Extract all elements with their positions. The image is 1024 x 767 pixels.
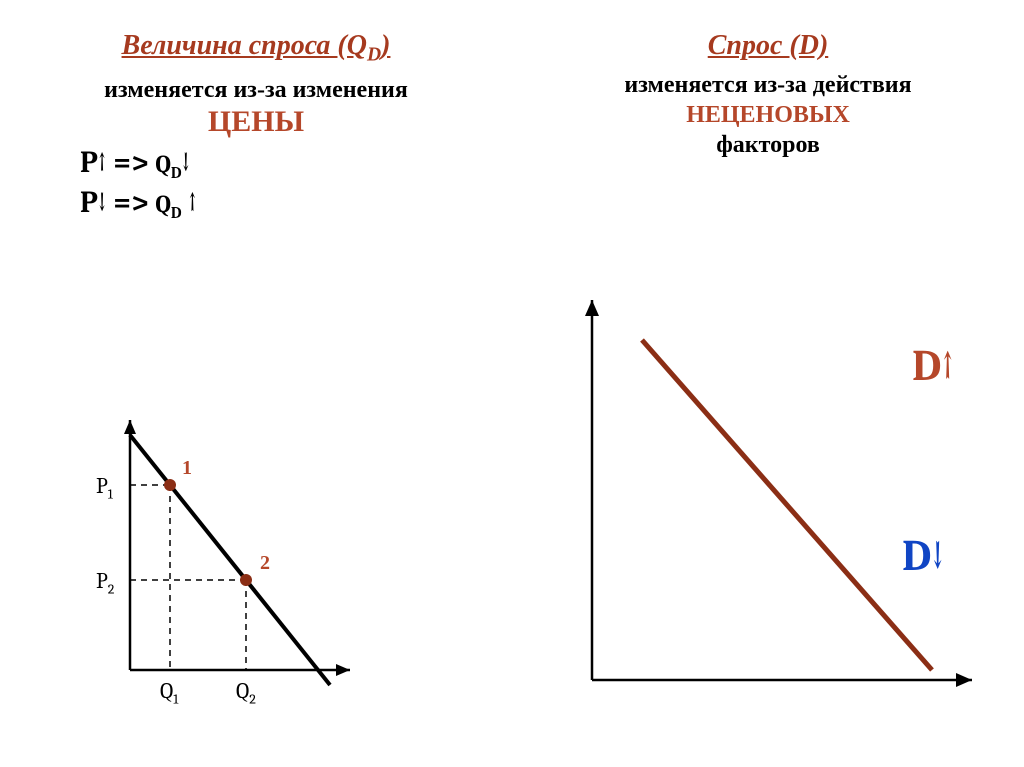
- right-sub-l1: изменяется из-за действия: [512, 70, 1024, 100]
- price-word: ЦЕНЫ: [0, 105, 512, 139]
- left-chart-svg: [70, 390, 390, 710]
- p2-label: P2: [96, 568, 114, 597]
- d-up-label: D↑: [912, 340, 954, 391]
- left-chart: P1 P2 Q1 Q2 1 2: [70, 390, 390, 710]
- formula-1: P↑ => QD↓: [80, 145, 512, 182]
- left-subtitle: изменяется из-за изменения: [0, 75, 512, 105]
- q2-label: Q2: [236, 678, 256, 707]
- right-sub-l3: факторов: [512, 130, 1024, 160]
- formula-block: P↑ => QD↓ P↓ => QD ↑: [80, 145, 512, 223]
- right-title: Спрос (D): [512, 30, 1024, 62]
- right-panel: Спрос (D) изменяется из-за действия НЕЦЕ…: [512, 0, 1024, 767]
- right-sub-l2: НЕЦЕНОВЫХ: [512, 100, 1024, 130]
- q1-label: Q1: [160, 678, 178, 707]
- left-title: Величина спроса (QD): [0, 30, 512, 67]
- d-down-label: D↓: [902, 530, 944, 581]
- left-panel: Величина спроса (QD) изменяется из-за из…: [0, 0, 512, 767]
- right-chart: D↑ D↓: [552, 280, 992, 720]
- p1-label: P1: [96, 473, 113, 502]
- point2-label: 2: [260, 552, 270, 575]
- point1-label: 1: [182, 457, 192, 480]
- formula-2: P↓ => QD ↑: [80, 185, 512, 222]
